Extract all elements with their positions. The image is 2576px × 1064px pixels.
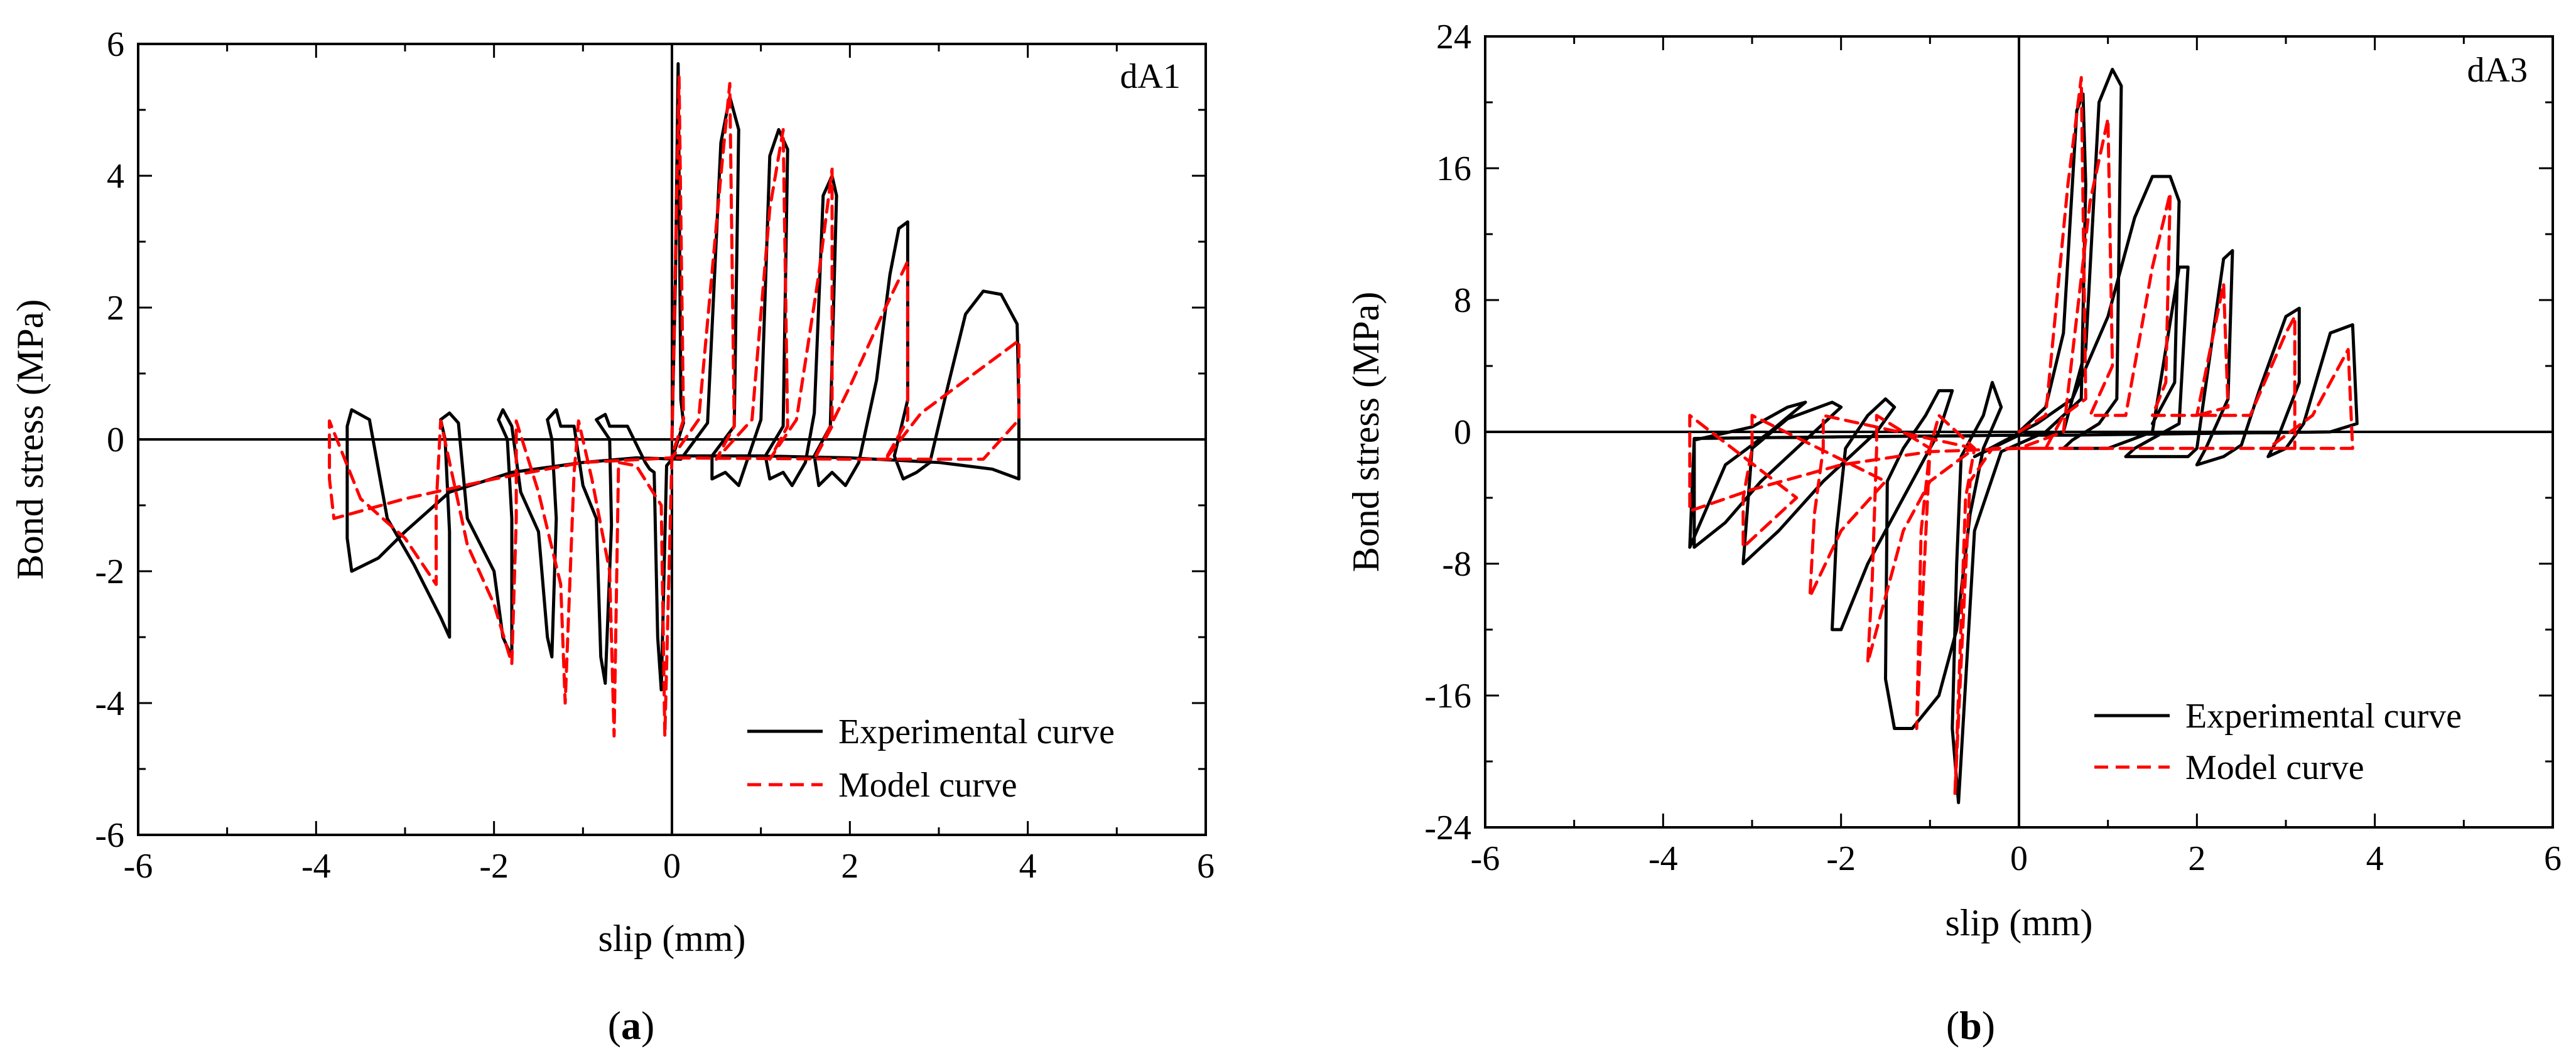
legend-label-model-a: Model curve: [838, 766, 1017, 805]
y-tick-label: -8: [1442, 545, 1471, 584]
series-group-a: [328, 62, 1020, 738]
x-tick-label: 4: [1019, 847, 1037, 886]
y-tick-label: 8: [1454, 281, 1471, 320]
x-tick-label: -2: [479, 847, 509, 886]
x-tick-label: 4: [2366, 839, 2384, 878]
model-curve-a: [328, 75, 1020, 738]
x-tick-label: -6: [1471, 839, 1500, 878]
legend-a: Experimental curve Model curve: [747, 712, 1115, 805]
panel-letter-b: b: [1959, 1003, 1982, 1048]
x-axis-label-a: slip (mm): [598, 918, 746, 959]
legend-label-model-b: Model curve: [2185, 748, 2364, 787]
panel-label-a: (a): [608, 1003, 655, 1048]
model-curve-b: [1688, 76, 2354, 796]
panel-label-b: (b): [1946, 1003, 1995, 1048]
y-tick-label: -6: [95, 816, 124, 855]
y-tick-label: -4: [95, 684, 124, 723]
legend-b: Experimental curve Model curve: [2094, 697, 2462, 787]
y-axis-label-a: Bond stress (MPa): [9, 299, 51, 580]
chart-panel-a: -6 -4 -2 0 2 4 6 -6 -4 -2 0 2 4 6 dA1 slip (mm) Bond …: [9, 25, 1215, 1048]
y-tick-label: 16: [1436, 149, 1471, 188]
experimental-curve-a: [345, 62, 1020, 692]
x-tick-label: 2: [2188, 839, 2205, 878]
panel-tag-a: dA1: [1120, 57, 1181, 96]
x-tick-label: -4: [301, 847, 331, 886]
x-tick-label: 6: [2544, 839, 2562, 878]
panel-tag-b: dA3: [2467, 51, 2528, 90]
legend-label-experimental-a: Experimental curve: [838, 712, 1115, 751]
y-axis-label-b: Bond stress (MPa): [1345, 292, 1387, 572]
panel-letter-a: a: [621, 1003, 641, 1048]
legend-label-experimental-b: Experimental curve: [2185, 697, 2462, 736]
x-axis-label-b: slip (mm): [1946, 902, 2093, 943]
x-tick-label: 0: [2010, 839, 2028, 878]
y-tick-label: 2: [107, 289, 124, 328]
y-tick-label: -24: [1424, 809, 1471, 847]
y-tick-label: 4: [107, 157, 124, 196]
axis-ticks-b: [1484, 35, 2554, 829]
y-tick-label: 24: [1436, 18, 1471, 56]
x-tick-label: 2: [841, 847, 858, 886]
x-tick-label: 0: [663, 847, 681, 886]
experimental-curve-b: [1688, 68, 2359, 805]
x-tick-label: -2: [1826, 839, 1856, 878]
tick-labels-a: -6 -4 -2 0 2 4 6 -6 -4 -2 0 2 4 6: [95, 25, 1215, 886]
x-tick-label: 6: [1197, 847, 1215, 886]
x-tick-label: -4: [1648, 839, 1678, 878]
y-tick-label: -16: [1424, 677, 1471, 716]
x-tick-label: -6: [124, 847, 153, 886]
y-tick-label: 6: [107, 25, 124, 64]
y-tick-label: -2: [95, 552, 124, 591]
y-tick-label: 0: [1454, 413, 1471, 452]
y-tick-label: 0: [107, 421, 124, 459]
series-group-b: [1688, 68, 2359, 805]
